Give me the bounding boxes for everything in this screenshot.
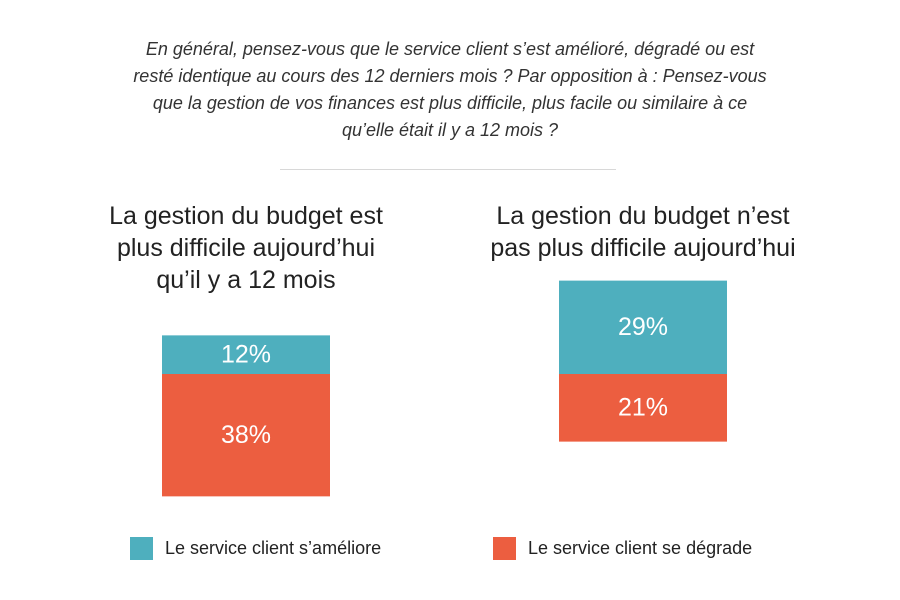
question-line: resté identique au cours des 12 derniers… xyxy=(133,66,767,86)
legend-swatch-orange xyxy=(493,537,516,560)
bar-improves-1 xyxy=(559,280,727,374)
legend-swatch-teal xyxy=(130,537,153,560)
question-text: En général, pensez-vous que le service c… xyxy=(30,36,870,144)
data-label: 21% xyxy=(618,393,668,421)
legend-item-improves: Le service client s’améliore xyxy=(130,537,381,560)
question-line: que la gestion de vos finances est plus … xyxy=(152,93,748,113)
data-label: 29% xyxy=(618,313,668,341)
category-title-line: La gestion du budget n’est xyxy=(496,202,790,230)
divider xyxy=(280,169,616,170)
bar-improves-0 xyxy=(162,335,330,374)
category-title-line: plus difficile aujourd’hui xyxy=(116,234,376,262)
data-label: 12% xyxy=(221,340,271,368)
question-line: En général, pensez-vous que le service c… xyxy=(145,39,755,59)
data-label: 38% xyxy=(221,421,271,449)
question-line: qu’elle était il y a 12 mois ? xyxy=(341,120,559,140)
bar-degrades-1 xyxy=(559,374,727,442)
category-title-left: La gestion du budget est plus difficile … xyxy=(56,200,436,296)
category-title-line: La gestion du budget est xyxy=(109,202,383,230)
category-title-line: pas plus difficile aujourd’hui xyxy=(490,234,796,262)
legend-item-degrades: Le service client se dégrade xyxy=(493,537,752,560)
bar-degrades-0 xyxy=(162,374,330,497)
category-title-line: qu’il y a 12 mois xyxy=(156,266,336,294)
legend-label: Le service client se dégrade xyxy=(528,538,753,558)
legend-label: Le service client s’améliore xyxy=(165,538,382,558)
category-title-right: La gestion du budget n’est pas plus diff… xyxy=(453,200,833,264)
